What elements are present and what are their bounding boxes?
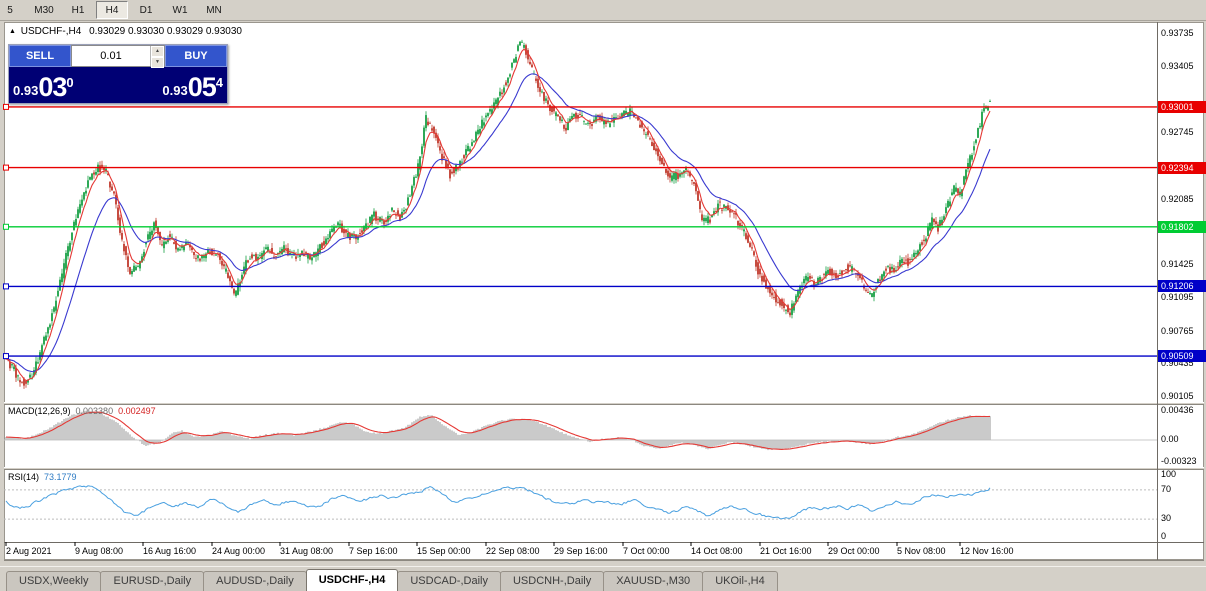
timeframe-toolbar: 5 M30 H1 H4 D1 W1 MN — [0, 0, 1206, 21]
price-level-tag: 0.92394 — [1158, 162, 1206, 174]
time-axis-label: 9 Aug 08:00 — [75, 546, 124, 556]
sell-price: 0.93 03 0 — [13, 74, 74, 101]
price-level-tag: 0.90509 — [1158, 350, 1206, 362]
buy-price-sup: 4 — [215, 75, 223, 90]
rsi-value: 73.1779 — [44, 472, 77, 482]
chart-tab-ukoil-h4[interactable]: UKOil-,H4 — [702, 571, 778, 591]
price-level-tag: 0.93001 — [1158, 101, 1206, 113]
level-line-handle — [3, 103, 9, 110]
price-scale-label: 0.91425 — [1161, 259, 1194, 269]
one-click-trading-panel: SELL 0.01 ▲ ▼ BUY 0.93 03 0 0.93 05 4 — [8, 44, 228, 104]
chart-tab-usdcad-daily[interactable]: USDCAD-,Daily — [397, 571, 501, 591]
sell-price-prefix: 0.93 — [13, 83, 39, 98]
rsi-scale-label: 0 — [1161, 531, 1167, 541]
sell-button[interactable]: SELL — [9, 45, 71, 67]
time-axis-label: 15 Sep 00:00 — [417, 546, 471, 556]
lot-increase-icon[interactable]: ▲ — [151, 46, 164, 57]
price-scale-label: 0.90435 — [1161, 358, 1194, 368]
macd-scale-label: 0.00 — [1161, 434, 1179, 444]
price-scale-label: 0.92085 — [1161, 194, 1194, 204]
level-line-handle — [3, 223, 9, 230]
chart-tab-xauusd-m30[interactable]: XAUUSD-,M30 — [603, 571, 704, 591]
macd-scale-label: -0.00323 — [1161, 456, 1197, 466]
buy-button[interactable]: BUY — [165, 45, 227, 67]
lot-spinner: ▲ ▼ — [150, 46, 164, 68]
sell-price-sup: 0 — [66, 75, 74, 90]
chart-ohlc-values: 0.93029 0.93030 0.93029 0.93030 — [89, 26, 242, 37]
rsi-line — [5, 485, 991, 520]
price-scale-label: 0.91095 — [1161, 292, 1194, 302]
timeframe-m30[interactable]: M30 — [34, 4, 54, 16]
macd-indicator-label: MACD(12,26,9) 0.003380 0.002497 — [8, 406, 156, 416]
time-axis-label: 22 Sep 08:00 — [486, 546, 540, 556]
quote-header: ▲ USDCHF-,H4 0.93029 0.93030 0.93029 0.9… — [9, 26, 242, 37]
chart-tab-usdcnh-daily[interactable]: USDCNH-,Daily — [499, 571, 605, 591]
ma-fast-line — [5, 48, 991, 382]
time-axis-label: 7 Oct 00:00 — [623, 546, 670, 556]
macd-main-value: 0.003380 — [75, 406, 114, 416]
price-level-tag: 0.91802 — [1158, 221, 1206, 233]
time-axis-label: 21 Oct 16:00 — [760, 546, 812, 556]
chart-symbol-label: USDCHF-,H4 — [20, 26, 82, 37]
level-line-handle — [3, 283, 9, 290]
rsi-name: RSI(14) — [8, 472, 40, 482]
time-axis-label: 12 Nov 16:00 — [960, 546, 1014, 556]
sell-price-big: 03 — [38, 72, 67, 102]
buy-price-big: 05 — [187, 72, 217, 102]
macd-scale-label: 0.00436 — [1161, 405, 1194, 415]
timeframe-d1[interactable]: D1 — [139, 4, 153, 16]
time-axis-label: 2 Aug 2021 — [6, 546, 52, 556]
price-scale-label: 0.90765 — [1161, 326, 1194, 336]
chart-tab-audusd-daily[interactable]: AUDUSD-,Daily — [203, 571, 307, 591]
chart-tab-usdchf-h4[interactable]: USDCHF-,H4 — [305, 569, 399, 591]
price-scale-label: 0.93735 — [1161, 28, 1194, 38]
macd-signal-value: 0.002497 — [118, 406, 156, 416]
chart-tabs-bar: USDX,Weekly EURUSD-,Daily AUDUSD-,Daily USD… — [0, 566, 1206, 591]
rsi-scale-label: 100 — [1161, 469, 1177, 479]
rsi-scale-label: 70 — [1161, 484, 1172, 494]
timeframe-w1[interactable]: W1 — [172, 4, 188, 16]
symbol-up-arrow-icon: ▲ — [9, 28, 16, 35]
price-level-tag: 0.91206 — [1158, 280, 1206, 292]
time-axis-label: 29 Oct 00:00 — [828, 546, 880, 556]
time-axis-label: 24 Aug 00:00 — [212, 546, 266, 556]
price-scale-label: 0.92745 — [1161, 127, 1194, 137]
time-axis-label: 7 Sep 16:00 — [349, 546, 398, 556]
lot-size-value: 0.01 — [100, 50, 122, 62]
timeframe-mn[interactable]: MN — [206, 4, 222, 16]
price-scale-label: 0.93405 — [1161, 61, 1194, 71]
timeframe-5[interactable]: 5 — [7, 4, 13, 16]
level-line-handle — [3, 164, 9, 171]
buy-price-prefix: 0.93 — [162, 83, 188, 98]
lot-decrease-icon[interactable]: ▼ — [151, 57, 164, 68]
rsi-scale-label: 30 — [1161, 513, 1172, 523]
time-axis-label: 29 Sep 16:00 — [554, 546, 608, 556]
chart-tab-eurusd-daily[interactable]: EURUSD-,Daily — [100, 571, 205, 591]
rsi-indicator-label: RSI(14) 73.1779 — [8, 472, 77, 482]
buy-price: 0.93 05 4 — [162, 74, 223, 101]
lot-size-input[interactable]: 0.01 ▲ ▼ — [71, 45, 165, 68]
time-axis-label: 31 Aug 08:00 — [280, 546, 334, 556]
time-axis-label: 5 Nov 08:00 — [897, 546, 946, 556]
time-axis-label: 14 Oct 08:00 — [691, 546, 743, 556]
time-axis-label: 16 Aug 16:00 — [143, 546, 197, 556]
macd-name: MACD(12,26,9) — [8, 406, 71, 416]
time-axis-ticks — [5, 542, 961, 546]
macd-histogram — [5, 410, 991, 451]
macd-signal-line — [5, 411, 991, 450]
chart-tab-usdx-weekly[interactable]: USDX,Weekly — [6, 571, 102, 591]
level-line-handle — [3, 353, 9, 360]
timeframe-h1[interactable]: H1 — [71, 4, 85, 16]
timeframe-h4[interactable]: H4 — [96, 1, 128, 19]
price-scale-label: 0.90105 — [1161, 391, 1194, 401]
